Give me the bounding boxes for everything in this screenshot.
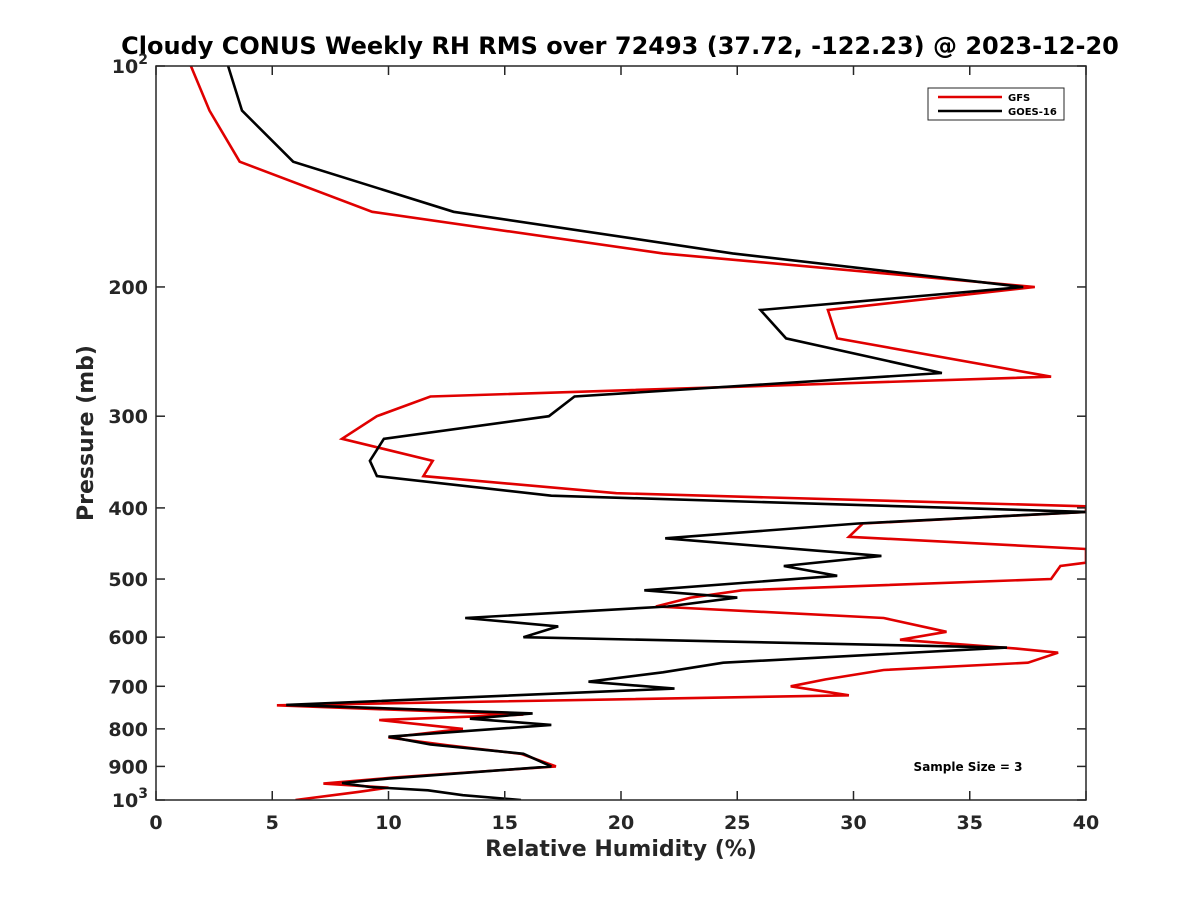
y-tick-label: 800 bbox=[108, 719, 148, 741]
x-tick-label: 15 bbox=[492, 812, 518, 834]
y-tick-label: 500 bbox=[108, 569, 148, 591]
y-tick-label: 700 bbox=[108, 676, 148, 698]
y-axis-label: Pressure (mb) bbox=[74, 345, 99, 521]
series-line-goes-16 bbox=[226, 66, 1086, 800]
x-tick-label: 5 bbox=[266, 812, 279, 834]
y-tick-label: 900 bbox=[108, 756, 148, 778]
y-tick-label: 600 bbox=[108, 627, 148, 649]
y-tick-label: 200 bbox=[108, 277, 148, 299]
legend: GFS GOES-16 bbox=[927, 87, 1065, 121]
x-axis-label: Relative Humidity (%) bbox=[485, 837, 757, 862]
legend-label: GOES-16 bbox=[1008, 107, 1057, 118]
x-axis-ticks: 0 5 10 15 20 25 30 35 40 bbox=[149, 66, 1099, 834]
legend-box bbox=[927, 87, 1065, 121]
y-tick-label: 400 bbox=[108, 498, 148, 520]
series-group bbox=[189, 66, 1086, 800]
chart-title: Cloudy CONUS Weekly RH RMS over 72493 (3… bbox=[121, 32, 1119, 60]
y-tick-label: 300 bbox=[108, 406, 148, 428]
x-tick-label: 10 bbox=[375, 812, 401, 834]
x-tick-label: 0 bbox=[149, 812, 162, 834]
sample-size-annotation: Sample Size = 3 bbox=[914, 760, 1023, 774]
legend-label: GFS bbox=[1008, 93, 1030, 104]
x-tick-label: 25 bbox=[724, 812, 750, 834]
x-tick-label: 20 bbox=[608, 812, 634, 834]
x-tick-label: 40 bbox=[1073, 812, 1099, 834]
x-tick-label: 35 bbox=[957, 812, 983, 834]
x-tick-label: 30 bbox=[840, 812, 866, 834]
legend-items: GFS GOES-16 bbox=[938, 93, 1057, 118]
